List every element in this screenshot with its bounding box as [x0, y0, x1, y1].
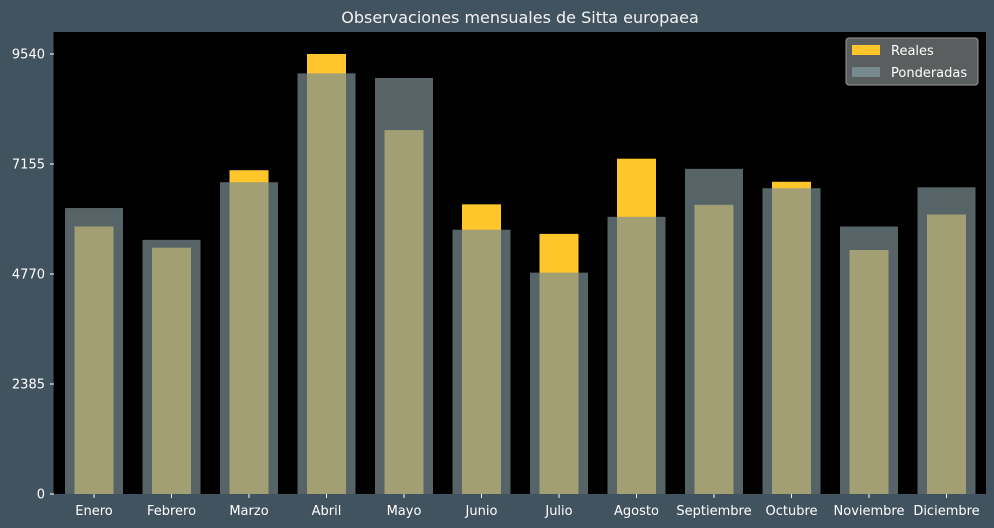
- legend-swatch-ponderadas: [852, 67, 880, 77]
- x-axis: Enero Febrero Marzo Abril Mayo Junio Julio Agos…: [75, 494, 980, 519]
- y-tick-label: 9540: [12, 48, 45, 63]
- bar-ponderadas-julio: [530, 272, 588, 494]
- x-tick-label-noviembre: Noviembre: [834, 504, 905, 519]
- plot-area: [54, 32, 986, 494]
- y-tick-label: 4770: [12, 268, 45, 283]
- bar-ponderadas-octubre: [762, 188, 821, 494]
- x-tick-label-diciembre: Diciembre: [913, 504, 979, 519]
- y-tick-label: 0: [37, 488, 45, 503]
- legend-swatch-reales: [852, 45, 880, 55]
- x-tick-label-mayo: Mayo: [387, 504, 422, 519]
- legend: Reales Ponderadas: [845, 37, 979, 86]
- x-tick-label-agosto: Agosto: [614, 504, 659, 519]
- x-tick-label-octubre: Octubre: [765, 504, 817, 519]
- y-tick-label: 2385: [12, 378, 45, 393]
- x-tick-label-enero: Enero: [75, 504, 113, 519]
- bar-ponderadas-septiembre: [685, 168, 743, 494]
- bar-ponderadas-mayo: [375, 77, 433, 495]
- bars: [65, 54, 976, 495]
- bar-ponderadas-agosto: [607, 216, 666, 495]
- bar-ponderadas-enero: [65, 208, 123, 494]
- bar-ponderadas-marzo: [220, 182, 278, 495]
- bar-ponderadas-junio: [452, 229, 511, 494]
- x-tick-label-abril: Abril: [312, 504, 342, 519]
- x-tick-label-julio: Julio: [544, 504, 572, 519]
- y-axis: 0 2385 4770 7155 9540: [12, 32, 55, 503]
- bar-ponderadas-diciembre: [917, 187, 976, 495]
- x-tick-label-junio: Junio: [465, 504, 498, 519]
- bar-ponderadas-febrero: [142, 239, 201, 494]
- x-tick-label-marzo: Marzo: [229, 504, 268, 519]
- bar-ponderadas-abril: [297, 73, 356, 495]
- legend-label-reales: Reales: [891, 44, 934, 59]
- bar-ponderadas-noviembre: [840, 226, 898, 495]
- chart-title: Observaciones mensuales de Sitta europae…: [341, 8, 699, 27]
- x-tick-label-febrero: Febrero: [147, 504, 196, 519]
- x-tick-label-septiembre: Septiembre: [676, 504, 751, 519]
- y-tick-label: 7155: [12, 158, 45, 173]
- legend-label-ponderadas: Ponderadas: [891, 66, 967, 81]
